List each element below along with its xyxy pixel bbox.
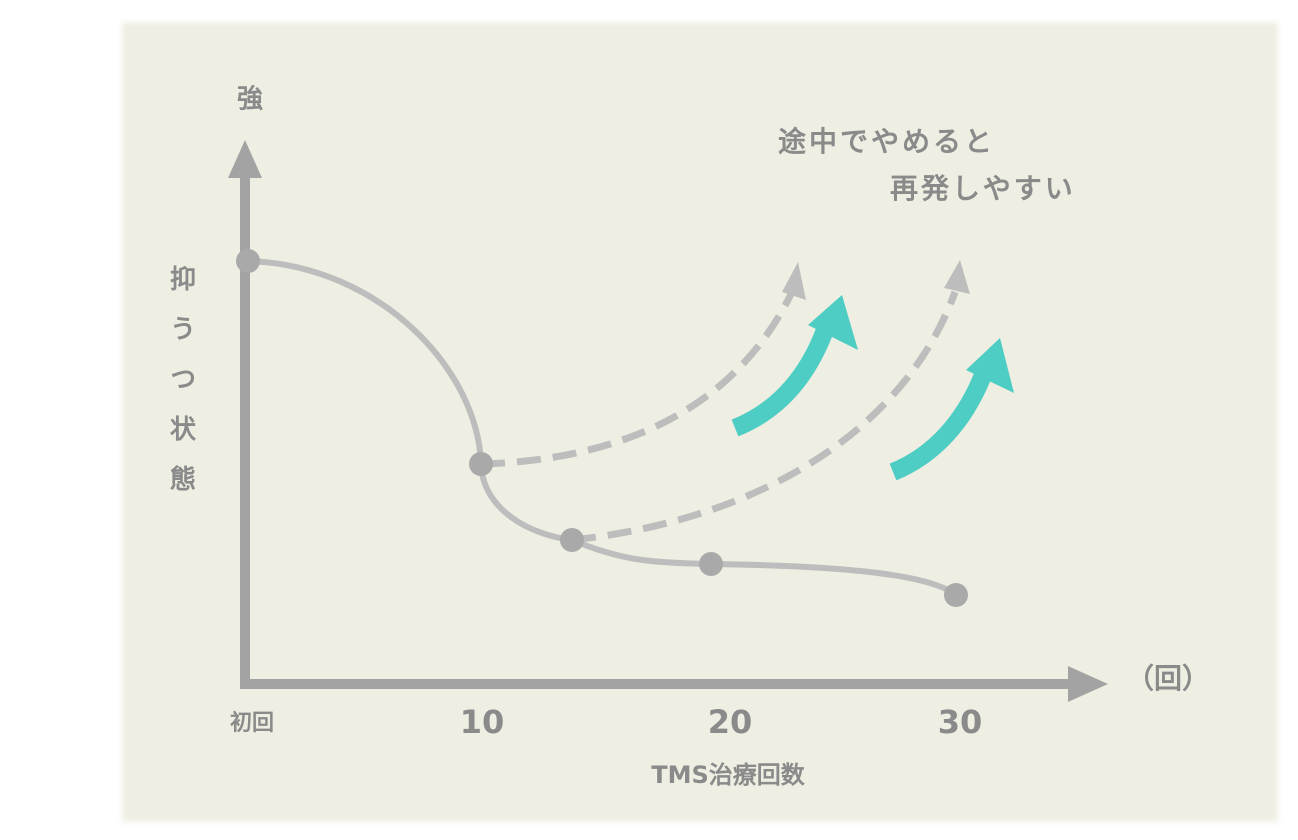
point — [560, 528, 584, 552]
point — [469, 452, 493, 476]
relapse-curve — [571, 290, 959, 544]
points — [236, 249, 968, 607]
annotation-line: 再発しやすい — [890, 172, 1076, 205]
x-tick-label: 30 — [938, 703, 983, 741]
teal-arrowhead — [808, 295, 858, 350]
relapse-arrow — [782, 262, 806, 300]
y-top-label: 強 — [237, 85, 263, 115]
point — [699, 552, 723, 576]
panel — [122, 22, 1278, 822]
x-tick-label: 20 — [708, 703, 753, 741]
relapse-curve — [480, 290, 796, 468]
teal-arrowhead — [966, 338, 1014, 393]
x-axis-label: TMS治療回数 — [651, 761, 806, 789]
point — [944, 583, 968, 607]
relapse-arrow — [944, 260, 970, 294]
x-tick-label: 初回 — [230, 710, 274, 736]
x-axis-arrow — [1068, 666, 1108, 702]
point — [236, 249, 260, 273]
annotation-line: 途中でやめると — [778, 125, 995, 158]
teal-arrow — [889, 371, 992, 481]
y-axis-label: 抑うつ状態 — [166, 265, 196, 515]
x-unit: （回） — [1126, 662, 1210, 695]
teal-arrow — [731, 326, 834, 437]
y-axis-arrow — [228, 140, 262, 178]
x-tick-label: 10 — [460, 703, 505, 741]
